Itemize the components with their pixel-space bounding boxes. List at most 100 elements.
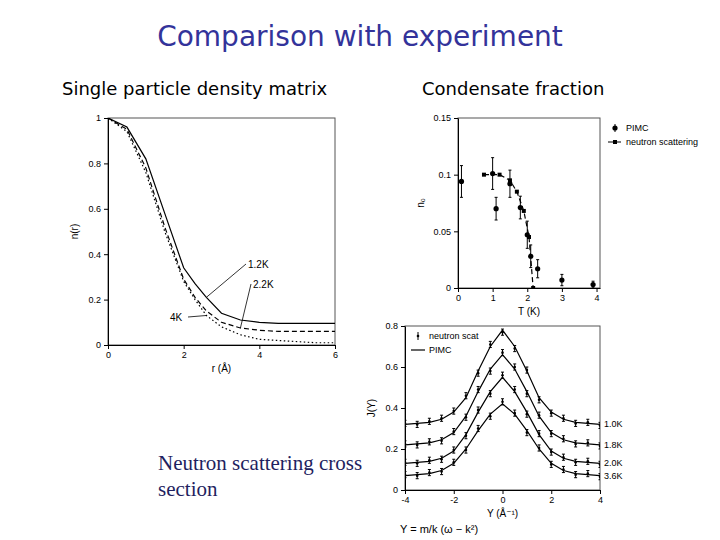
error-bar-cap (416, 421, 419, 422)
tick-label: 0 (446, 283, 451, 293)
marker (522, 209, 526, 213)
error-bar-stem (575, 459, 576, 465)
legend-label: neutron scattering (626, 137, 698, 147)
error-bar-stem (563, 436, 564, 442)
chart: -4-202400.20.40.60.8Y (Å⁻¹)J(Y)1.0K1.8K2… (366, 321, 623, 535)
error-bar-cap (574, 459, 577, 460)
error-bar-stem (575, 441, 576, 447)
error-bar-cap (574, 446, 577, 447)
error-bar-stem (441, 468, 442, 474)
error-bar-cap (489, 419, 492, 420)
series-label: 4K (170, 312, 183, 323)
x-axis: 01234 (456, 288, 601, 303)
plot-frame (405, 326, 600, 490)
error-bar-cap (501, 349, 504, 350)
error-bar (586, 419, 589, 425)
error-bar-cap (416, 441, 419, 442)
tick-mark (401, 367, 405, 368)
tick-label: 4 (598, 495, 603, 505)
error-bar-cap (452, 434, 455, 435)
error-bar-cap (574, 477, 577, 478)
curve-label: 1.0K (604, 419, 623, 429)
error-bar-stem (429, 418, 430, 424)
tick: 6 (333, 345, 338, 360)
marker (459, 179, 464, 184)
y-axis-line (108, 119, 109, 346)
error-bar (586, 471, 589, 477)
tick-mark (454, 175, 458, 176)
series-label: 2.2K (253, 279, 274, 290)
y-axis-line (458, 119, 459, 289)
error-bar-cap (428, 424, 431, 425)
tick-mark (458, 288, 459, 292)
tick-mark (108, 345, 109, 349)
error-bar-stem (429, 470, 430, 476)
error-bar-cap (428, 418, 431, 419)
error-bar-cap (550, 467, 553, 468)
error-bar (574, 441, 577, 447)
error-bar-stem (587, 471, 588, 477)
error-bar-stem (563, 454, 564, 460)
tick-label: 1 (491, 293, 496, 303)
error-bar-cap (586, 445, 589, 446)
error-bar-stem (429, 457, 430, 463)
tick-mark (104, 254, 108, 255)
series-line (108, 118, 335, 343)
error-bar-cap (452, 459, 455, 460)
error-bar-stem (587, 419, 588, 425)
error-bar (599, 443, 601, 449)
error-bar-cap (464, 392, 467, 393)
tick-mark (104, 300, 108, 301)
error-bar (599, 461, 601, 467)
error-bar-cap (489, 396, 492, 397)
marker (501, 374, 504, 377)
marker (531, 286, 535, 288)
error-bar-cap (586, 458, 589, 459)
plot-area (108, 118, 335, 343)
error-bar-stem (600, 474, 601, 480)
error-bar-cap (560, 274, 563, 275)
tick-label: 0 (456, 293, 461, 303)
x-axis-title: T (K) (518, 306, 540, 317)
series-label: 1.2K (248, 259, 269, 270)
tick-mark (597, 288, 598, 292)
chart-title: Condensate fraction (422, 78, 604, 99)
series-line (405, 377, 600, 463)
tick-label: 0.4 (88, 250, 101, 260)
error-bar-cap (452, 446, 455, 447)
error-bar-cap (428, 438, 431, 439)
error-bar-stem (417, 460, 418, 466)
tick-label: -4 (401, 495, 409, 505)
tick-mark (562, 288, 563, 292)
error-bar-cap (525, 435, 528, 436)
tick-mark (454, 490, 455, 494)
marker (482, 173, 486, 177)
legend: neutron scatPIMC (411, 331, 479, 355)
error-bar-cap (536, 259, 539, 260)
error-bar-cap (513, 386, 516, 387)
marker (559, 277, 564, 282)
tick-mark (405, 490, 406, 494)
error-bar (416, 442, 419, 448)
error-bar-cap (489, 341, 492, 342)
legend-entry: neutron scat (417, 331, 479, 341)
tick-mark (259, 345, 260, 349)
tick: 2 (549, 490, 554, 505)
error-bar-cap (489, 374, 492, 375)
tick: 0 (106, 345, 111, 360)
error-bar-stem (587, 458, 588, 464)
tick-mark (184, 345, 185, 349)
series-line (108, 118, 335, 323)
tick-label: 2 (182, 350, 187, 360)
error-bar-stem (417, 421, 418, 427)
tick-mark (551, 490, 552, 494)
tick-mark (600, 490, 601, 494)
tick-mark (104, 209, 108, 210)
x-axis: 0246 (106, 345, 338, 360)
y-axis: 00.20.40.60.8 (385, 321, 405, 495)
tick-mark (401, 449, 405, 450)
tick-mark (401, 326, 405, 327)
error-bar-cap (562, 454, 565, 455)
tick: 0.2 (385, 444, 405, 454)
tick-label: 4 (595, 293, 600, 303)
